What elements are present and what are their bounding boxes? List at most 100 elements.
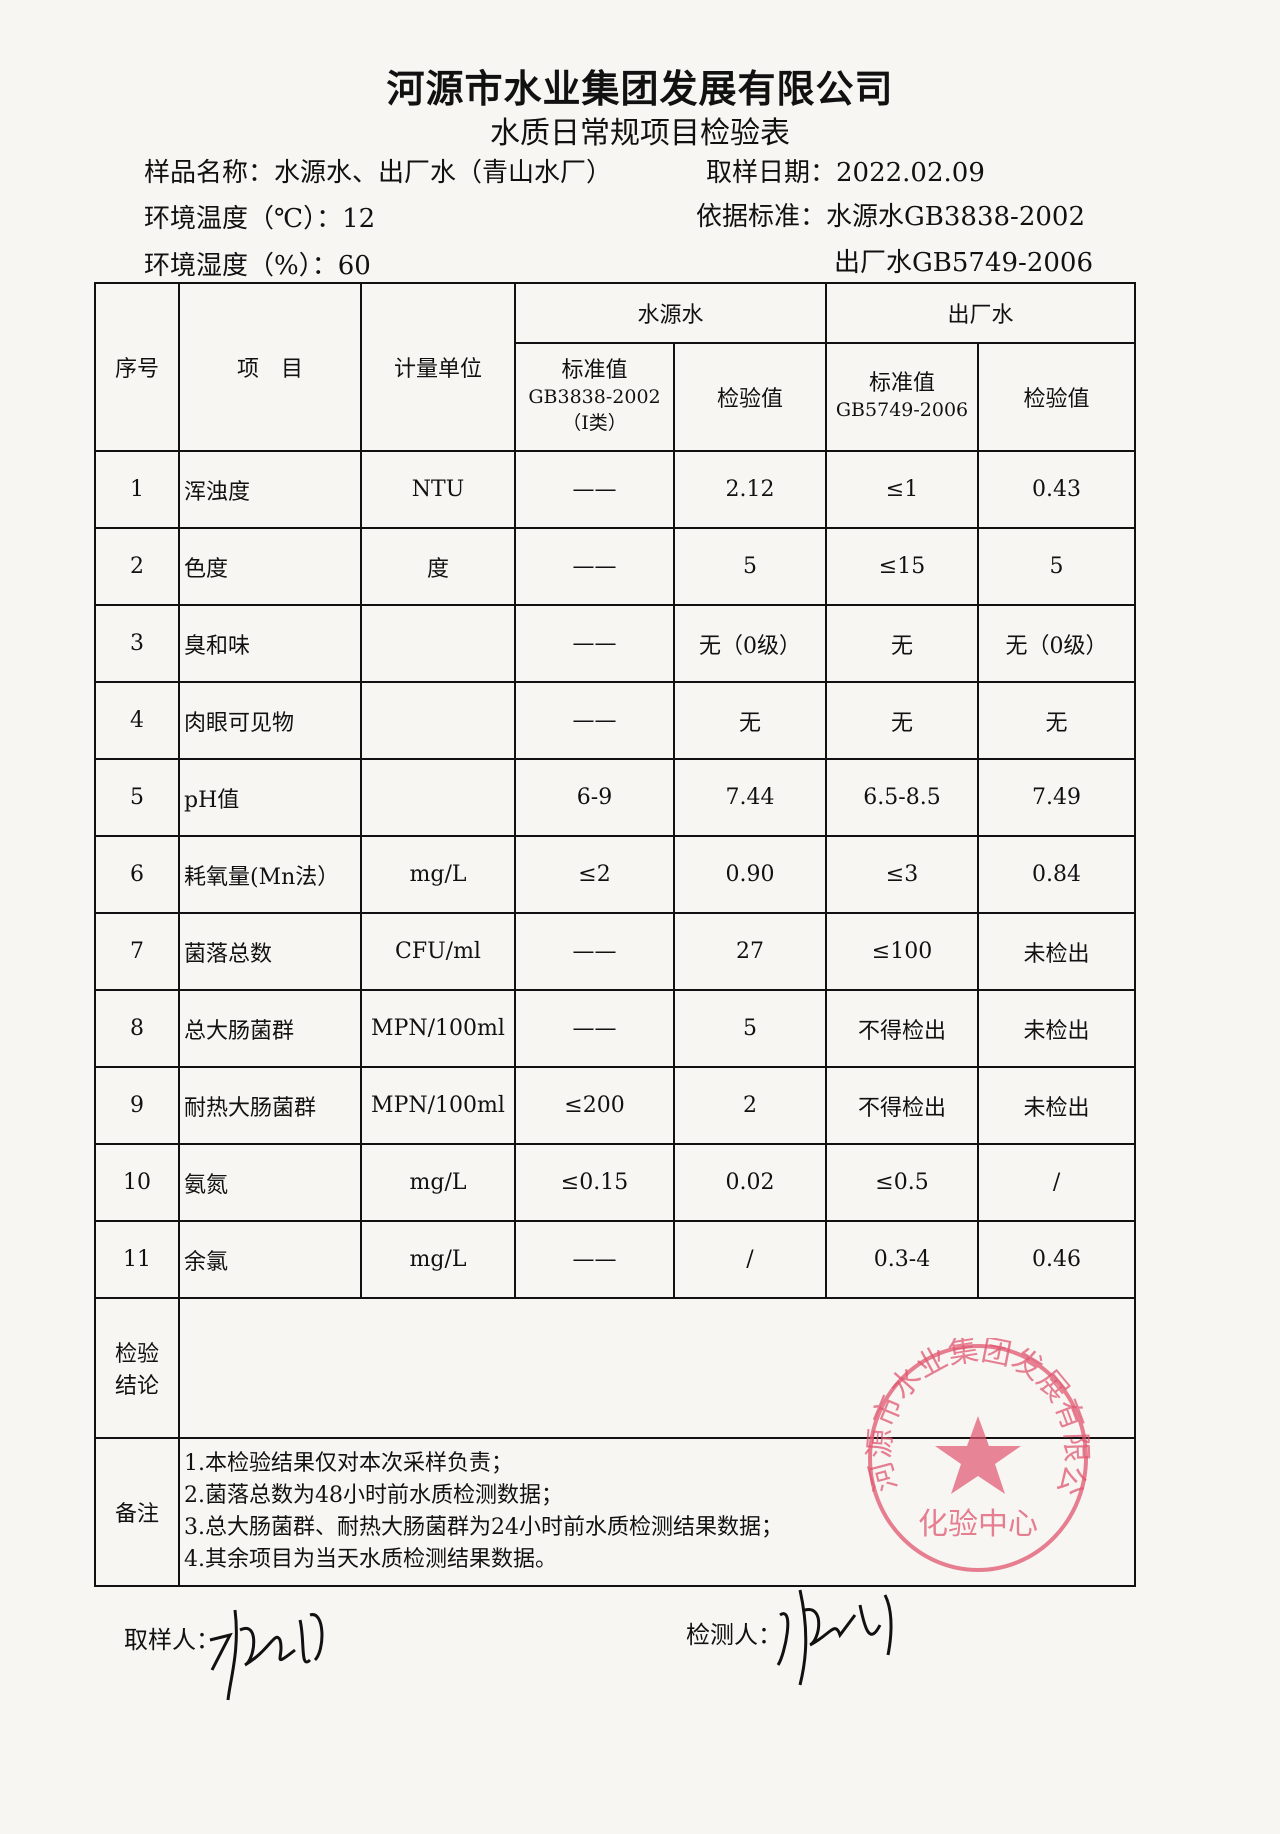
- row-no: 8: [94, 989, 180, 1068]
- plant-value: 0.43: [977, 450, 1137, 529]
- conclusion-cell: [177, 1297, 1137, 1439]
- row-item: 臭和味: [178, 604, 362, 683]
- remark: 4.其余项目为当天水质检测结果数据。: [184, 1547, 557, 1572]
- row-unit: mg/L: [360, 1143, 516, 1222]
- source-standard: ≤0.15: [514, 1143, 675, 1222]
- row-no: 9: [94, 1066, 180, 1145]
- row-item: 浑浊度: [178, 450, 362, 529]
- source-standard: ≤200: [514, 1066, 675, 1145]
- tester-label: 检测人：: [686, 1621, 782, 1649]
- row-unit: [360, 758, 516, 837]
- source-standard: ≤2: [514, 835, 675, 914]
- plant-standard: 0.3-4: [825, 1220, 980, 1299]
- source-value: 5: [672, 527, 828, 606]
- table-row: 1 浑浊度 NTU —— 2.12 ≤1 0.43: [94, 450, 1137, 529]
- source-value: 5: [672, 989, 828, 1068]
- row-unit: NTU: [360, 450, 516, 529]
- inspection-table: 序号 项 目 计量单位 水源水 出厂水 标准值 GB3838-2002 （Ⅰ类） 检…: [94, 282, 1137, 1587]
- standard-plant: 出厂水GB5749-2006: [834, 248, 1093, 278]
- table-row: 2 色度度 —— 5 ≤15 5: [94, 527, 1137, 606]
- row-item: 氨氮: [178, 1143, 362, 1222]
- row-no: 2: [94, 527, 180, 606]
- source-value: 0.02: [672, 1143, 828, 1222]
- table-row: 8 总大肠菌群 MPN/100ml —— 5 不得检出 未检出: [94, 989, 1137, 1068]
- company-title: 河源市水业集团发展有限公司: [386, 67, 894, 111]
- table-row: 3 臭和味 —— 无（0级）无无（0级）: [94, 604, 1137, 683]
- row-no: 5: [94, 758, 180, 837]
- sampler-label: 取样人：: [124, 1626, 220, 1654]
- sample-name: 样品名称：水源水、出厂水（青山水厂）: [144, 158, 613, 188]
- source-value: 2: [672, 1066, 828, 1145]
- tester-signature: [776, 1589, 893, 1686]
- table-row: 4 肉眼可见物 —— 无无无: [94, 681, 1137, 760]
- header-source-water: 水源水: [513, 282, 828, 344]
- row-no: 11: [94, 1220, 180, 1299]
- header-source-std: 标准值 GB3838-2002 （Ⅰ类）: [514, 342, 675, 452]
- header-plant-val: 检验值: [977, 342, 1137, 452]
- plant-value: 未检出: [977, 912, 1137, 991]
- source-standard: ——: [514, 681, 675, 760]
- table-row: 10 氨氮 mg/L ≤0.15 0.02 ≤0.5/: [94, 1143, 1137, 1222]
- plant-value: 无（0级）: [977, 604, 1137, 683]
- plant-standard: 不得检出: [825, 989, 980, 1068]
- row-unit: mg/L: [360, 835, 516, 914]
- plant-value: /: [977, 1143, 1137, 1222]
- table-row: 7 菌落总数 CFU/ml —— 27 ≤100 未检出: [94, 912, 1137, 991]
- official-stamp: 河源市水业集团发展有限公司 化验中心: [858, 1338, 1093, 1572]
- source-standard: ——: [514, 450, 675, 529]
- row-item: 色度: [178, 527, 362, 606]
- source-value: /: [672, 1220, 828, 1299]
- source-standard: ——: [514, 1220, 675, 1299]
- row-no: 6: [94, 835, 180, 914]
- row-item: 耗氧量(Mn法）: [178, 835, 362, 914]
- header-source-val: 检验值: [672, 342, 828, 452]
- header-item: 项 目: [178, 282, 362, 452]
- row-unit: mg/L: [360, 1220, 516, 1299]
- plant-value: 0.46: [977, 1220, 1137, 1299]
- source-standard: 6-9: [514, 758, 675, 837]
- source-value: 2.12: [672, 450, 828, 529]
- remark: 3.总大肠菌群、耐热大肠菌群为24小时前水质检测结果数据；: [184, 1515, 783, 1540]
- remark: 1.本检验结果仅对本次采样负责；: [184, 1451, 513, 1476]
- conclusion-label: 检验 结论: [94, 1297, 180, 1439]
- table-row: 9 耐热大肠菌群 MPN/100ml ≤200 2 不得检出 未检出: [94, 1066, 1137, 1145]
- header-plant-water: 出厂水: [825, 282, 1137, 344]
- row-item: 总大肠菌群: [178, 989, 362, 1068]
- source-standard: ——: [514, 604, 675, 683]
- plant-value: 0.84: [977, 835, 1137, 914]
- plant-value: 无: [977, 681, 1137, 760]
- table-row: 6 耗氧量(Mn法） mg/L ≤2 0.90 ≤3 0.84: [94, 835, 1137, 914]
- remark: 2.菌落总数为48小时前水质检测数据；: [184, 1483, 563, 1508]
- plant-standard: 无: [825, 681, 980, 760]
- plant-standard: ≤0.5: [825, 1143, 980, 1222]
- svg-text:化验中心: 化验中心: [918, 1507, 1038, 1542]
- plant-value: 5: [977, 527, 1137, 606]
- row-unit: 度: [360, 527, 516, 606]
- plant-value: 未检出: [977, 989, 1137, 1068]
- plant-standard: ≤15: [825, 527, 980, 606]
- plant-value: 未检出: [977, 1066, 1137, 1145]
- header-unit: 计量单位: [360, 282, 516, 452]
- form-title: 水质日常规项目检验表: [490, 116, 790, 151]
- source-standard: ——: [514, 989, 675, 1068]
- remarks-label: 备注: [94, 1437, 180, 1587]
- source-value: 0.90: [672, 835, 828, 914]
- row-unit: MPN/100ml: [360, 989, 516, 1068]
- source-value: 7.44: [672, 758, 828, 837]
- sampler-signature: [209, 1609, 324, 1701]
- plant-standard: 6.5-8.5: [825, 758, 980, 837]
- source-standard: ——: [514, 912, 675, 991]
- plant-value: 7.49: [977, 758, 1137, 837]
- row-item: 菌落总数: [178, 912, 362, 991]
- humidity: 环境湿度（%）：60: [144, 251, 371, 281]
- table-row: 11 余氯 mg/L ——/0.3-4 0.46: [94, 1220, 1137, 1299]
- table-row: 5 pH值 6-9 7.44 6.5-8.5 7.49: [94, 758, 1137, 837]
- row-no: 4: [94, 681, 180, 760]
- row-item: 肉眼可见物: [178, 681, 362, 760]
- row-unit: [360, 681, 516, 760]
- row-item: 耐热大肠菌群: [178, 1066, 362, 1145]
- source-value: 无: [672, 681, 828, 760]
- standard-source: 依据标准：水源水GB3838-2002: [696, 202, 1085, 232]
- row-no: 1: [94, 450, 180, 529]
- row-no: 10: [94, 1143, 180, 1222]
